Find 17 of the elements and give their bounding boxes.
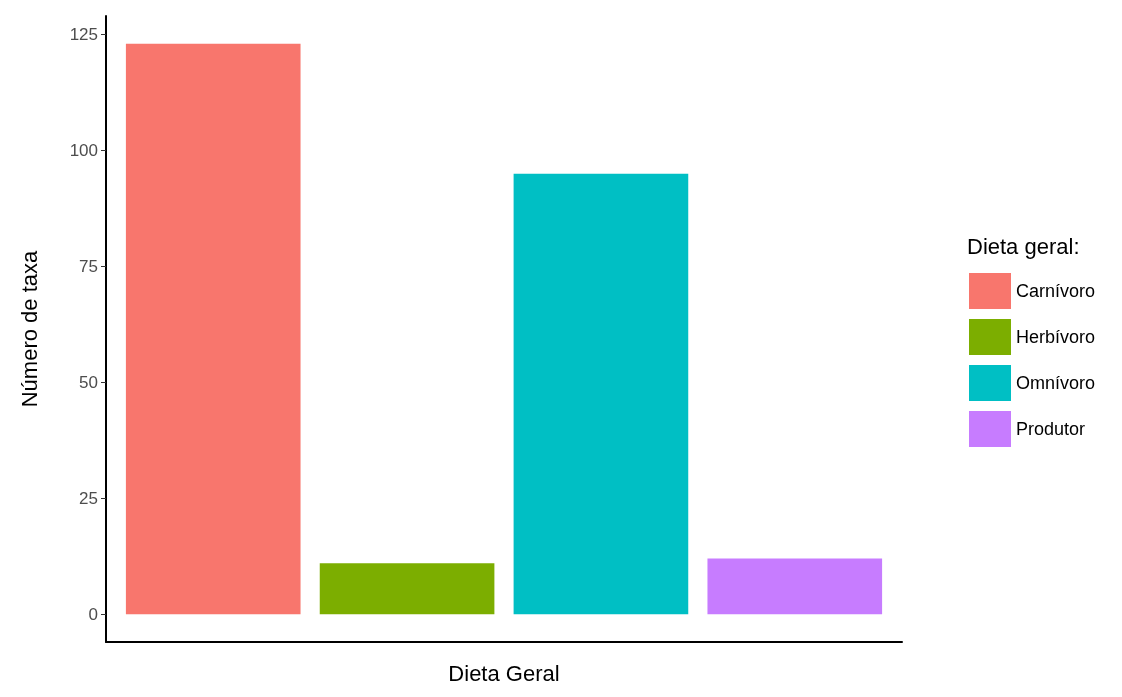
y-tick-label: 125 [69,25,98,45]
legend-label: Herbívoro [1016,327,1096,347]
legend-label: Produtor [1016,419,1086,439]
y-tick-label: 25 [79,488,98,508]
y-tick-label: 50 [79,372,98,392]
legend-title: Dieta geral: [967,233,1080,259]
bar [513,173,689,615]
y-tick-label: 0 [88,604,98,624]
legend-label: Carnívoro [1016,281,1096,301]
bar [319,563,495,615]
y-tick-label: 75 [79,256,98,276]
legend-label: Omnívoro [1016,373,1096,393]
bar [125,43,301,615]
x-axis-title: Dieta Geral [448,660,560,686]
y-tick-label: 100 [69,140,98,160]
y-axis-title: Número de taxa [16,249,42,408]
bar [707,558,883,615]
